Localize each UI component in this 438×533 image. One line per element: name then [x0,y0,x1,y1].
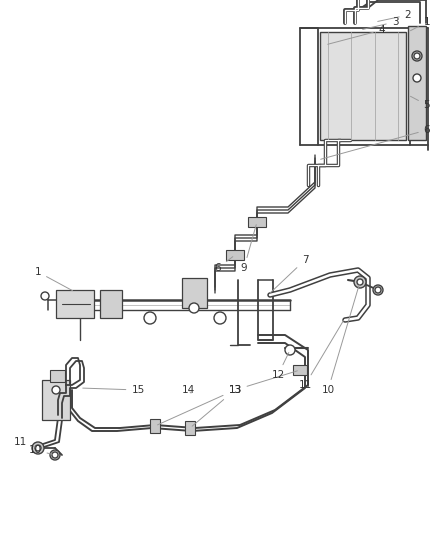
Circle shape [413,74,421,82]
Bar [320,32,406,140]
Bar [293,365,307,375]
Text: 13: 13 [192,385,242,426]
Text: 2: 2 [378,10,411,21]
Circle shape [32,442,44,454]
Bar [100,290,122,318]
Text: 7: 7 [270,255,308,293]
Text: 6: 6 [321,125,430,159]
Circle shape [52,386,60,394]
Text: 3: 3 [363,17,398,29]
Text: 15: 15 [83,385,145,395]
Text: 13: 13 [228,371,297,395]
Bar [50,370,65,382]
Circle shape [189,303,199,313]
Bar [150,419,160,433]
Circle shape [144,312,156,324]
Circle shape [373,285,383,295]
Bar [408,26,426,140]
Bar [182,278,207,308]
Circle shape [214,312,226,324]
Circle shape [354,276,366,288]
Bar [226,250,244,260]
Text: 5: 5 [410,96,430,110]
Text: 4: 4 [328,25,385,44]
Text: 11: 11 [298,320,343,390]
Text: 6: 6 [215,257,233,273]
Text: 10: 10 [321,285,359,395]
Text: 13: 13 [158,385,242,425]
Text: 14: 14 [181,385,194,395]
Text: 11: 11 [14,437,35,447]
Bar [56,290,94,318]
Circle shape [412,51,422,61]
Bar [42,380,70,420]
Bar [248,217,266,227]
Text: 1: 1 [410,17,430,31]
Text: 9: 9 [241,225,256,273]
Circle shape [414,53,420,59]
Circle shape [52,452,58,458]
Text: 12: 12 [272,352,289,380]
Circle shape [357,279,363,285]
Bar [185,421,195,435]
Circle shape [41,292,49,300]
Circle shape [285,345,295,355]
Circle shape [50,450,60,460]
Text: 10: 10 [28,445,52,455]
Text: 1: 1 [35,267,73,290]
Circle shape [375,287,381,293]
Circle shape [35,445,41,451]
